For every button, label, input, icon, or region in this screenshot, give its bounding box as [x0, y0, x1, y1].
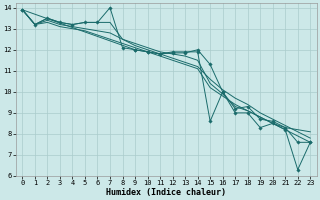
X-axis label: Humidex (Indice chaleur): Humidex (Indice chaleur)	[106, 188, 226, 197]
